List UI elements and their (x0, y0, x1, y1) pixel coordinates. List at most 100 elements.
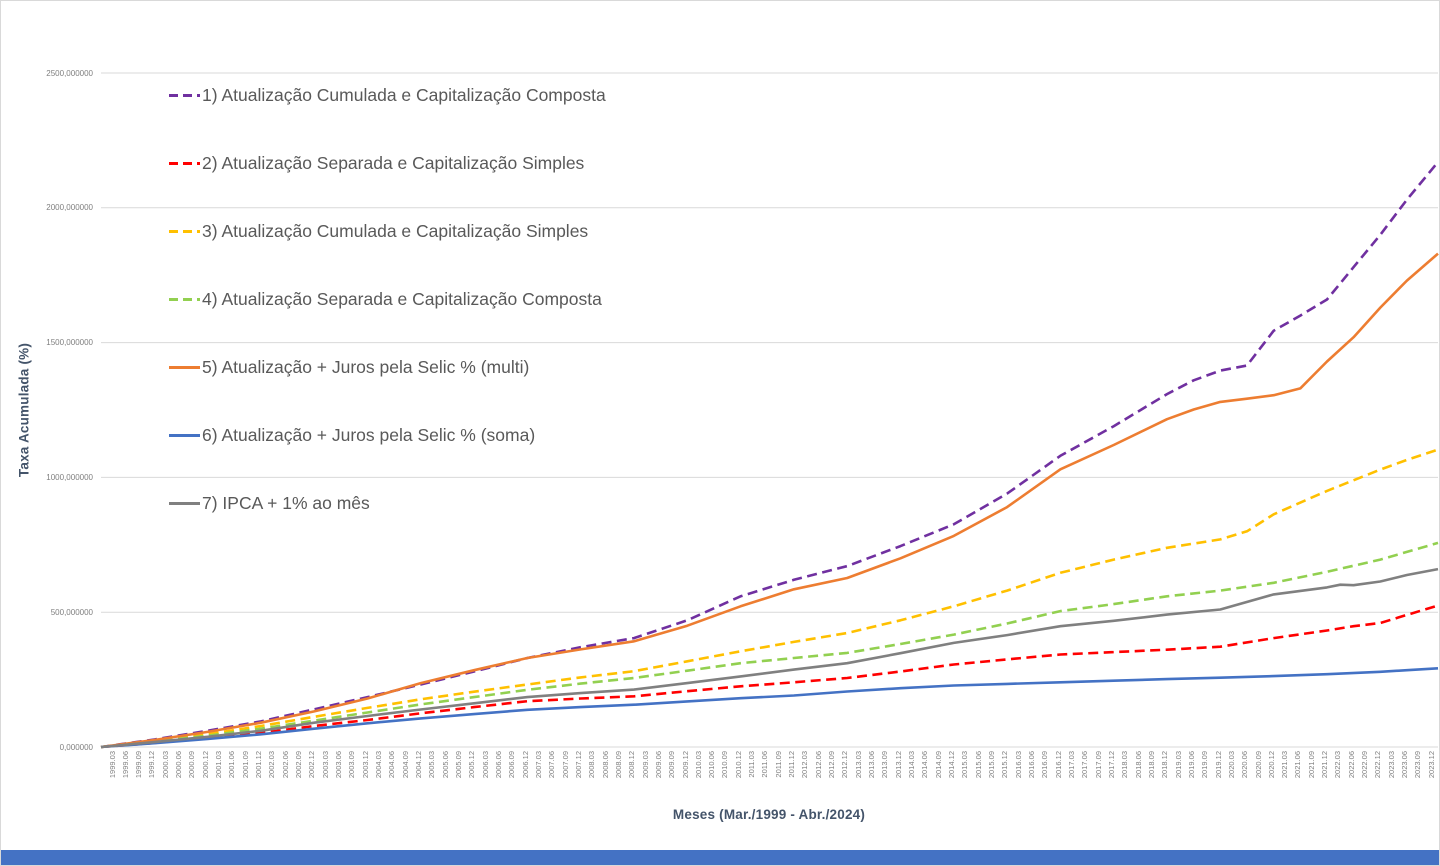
x-tick-label: 2016.12 (1053, 751, 1063, 779)
x-tick-label: 2017.03 (1066, 751, 1076, 779)
legend-line-sample (169, 365, 200, 369)
x-tick-label: 2022.09 (1360, 751, 1370, 779)
x-tick-label: 2018.12 (1160, 751, 1170, 779)
x-tick-label: 2020.06 (1240, 751, 1250, 779)
x-tick-label: 2006.06 (493, 751, 503, 779)
legend-label: 4) Atualização Separada e Capitalização … (202, 288, 602, 309)
x-tick-label: 2022.03 (1333, 751, 1343, 779)
x-tick-label: 2013.06 (867, 751, 877, 779)
x-tick-label: 2017.06 (1080, 751, 1090, 779)
x-tick-label: 2013.12 (893, 751, 903, 779)
series-line-6 (100, 667, 1439, 749)
x-tick-label: 2004.06 (387, 751, 397, 779)
y-tick-label: 500,000000 (50, 607, 93, 617)
x-tick-label: 2002.12 (307, 751, 317, 779)
x-tick-label: 2014.06 (920, 751, 930, 779)
y-tick-label: 2500,000000 (46, 68, 93, 78)
x-tick-label: 2009.12 (680, 751, 690, 779)
x-tick-label: 2008.03 (587, 751, 597, 779)
x-tick-label: 2015.03 (960, 751, 970, 779)
x-tick-label: 2006.12 (520, 751, 530, 779)
legend-line-sample (169, 501, 200, 505)
x-tick-label: 2016.03 (1013, 751, 1023, 779)
x-tick-label: 2005.09 (453, 751, 463, 779)
x-tick-label: 2010.09 (720, 751, 730, 779)
x-tick-label: 2023.06 (1400, 751, 1410, 779)
legend-line-sample (169, 93, 200, 97)
x-tick-label: 2000.06 (174, 751, 184, 779)
x-tick-label: 2019.09 (1200, 751, 1210, 779)
x-tick-label: 2009.06 (653, 751, 663, 779)
x-tick-label: 2019.06 (1186, 751, 1196, 779)
x-tick-label: 2015.09 (986, 751, 996, 779)
x-tick-label: 2017.09 (1093, 751, 1103, 779)
x-tick-label: 2005.12 (467, 751, 477, 779)
x-tick-label: 2008.06 (600, 751, 610, 779)
legend-label: 3) Atualização Cumulada e Capitalização … (202, 220, 589, 241)
x-tick-label: 2007.06 (547, 751, 557, 779)
x-tick-label: 2003.09 (347, 751, 357, 779)
series-line-5 (100, 252, 1439, 749)
x-tick-label: 2010.03 (693, 751, 703, 779)
legend-label: 6) Atualização + Juros pela Selic % (som… (202, 424, 536, 445)
x-tick-label: 2016.09 (1040, 751, 1050, 779)
x-tick-label: 2019.03 (1173, 751, 1183, 779)
x-tick-label: 2005.06 (440, 751, 450, 779)
x-tick-label: 2015.06 (973, 751, 983, 779)
x-tick-label: 2019.12 (1213, 751, 1223, 779)
x-tick-label: 2012.03 (800, 751, 810, 779)
x-tick-label: 2000.03 (160, 751, 170, 779)
x-tick-label: 2003.06 (334, 751, 344, 779)
x-tick-label: 2002.06 (280, 751, 290, 779)
x-tick-label: 2021.09 (1306, 751, 1316, 779)
legend-item-3: 3) Atualização Cumulada e Capitalização … (169, 197, 606, 265)
series-line-1 (100, 161, 1439, 749)
legend-item-7: 7) IPCA + 1% ao mês (169, 469, 606, 537)
x-tick-label: 1999.06 (120, 751, 130, 779)
legend-line-sample (169, 297, 200, 301)
x-tick-label: 2011.12 (787, 751, 797, 778)
x-tick-label: 2022.12 (1373, 751, 1383, 779)
x-tick-label: 2012.06 (813, 751, 823, 779)
x-tick-label: 2017.12 (1106, 751, 1116, 779)
legend-label: 7) IPCA + 1% ao mês (202, 492, 370, 513)
x-tick-label: 2009.03 (640, 751, 650, 779)
x-tick-label: 1999.12 (147, 751, 157, 779)
x-tick-label: 2007.09 (560, 751, 570, 779)
x-tick-label: 2015.12 (1000, 751, 1010, 779)
x-tick-label: 2010.06 (707, 751, 717, 779)
x-tick-label: 2018.06 (1133, 751, 1143, 779)
x-tick-label: 2001.12 (254, 751, 264, 779)
legend-item-1: 1) Atualização Cumulada e Capitalização … (169, 61, 606, 129)
footer-accent-bar (1, 850, 1439, 865)
x-tick-label: 2013.09 (880, 751, 890, 779)
x-tick-label: 2011.03 (747, 751, 757, 778)
legend-label: 2) Atualização Separada e Capitalização … (202, 152, 585, 173)
x-tick-label: 2006.03 (480, 751, 490, 779)
x-tick-label: 2001.09 (240, 751, 250, 779)
x-tick-label: 2014.09 (933, 751, 943, 779)
chart-plot-svg (100, 72, 1439, 749)
series-line-3 (100, 448, 1439, 749)
x-tick-label: 2008.09 (613, 751, 623, 779)
x-tick-label: 2016.06 (1026, 751, 1036, 779)
x-tick-label: 2001.06 (227, 751, 237, 779)
legend-label: 1) Atualização Cumulada e Capitalização … (202, 84, 606, 105)
x-tick-label: 2020.09 (1253, 751, 1263, 779)
x-tick-label: 2018.09 (1146, 751, 1156, 779)
x-tick-label: 2012.09 (827, 751, 837, 779)
x-tick-label: 2020.03 (1226, 751, 1236, 779)
legend-line-sample (169, 229, 200, 233)
x-tick-label: 2006.09 (507, 751, 517, 779)
y-tick-label: 2000,000000 (46, 203, 93, 213)
y-tick-label: 1500,000000 (46, 338, 93, 348)
x-tick-label: 2002.09 (294, 751, 304, 779)
plot-area (100, 72, 1439, 749)
x-tick-label: 2011.06 (760, 751, 770, 778)
x-tick-label: 1999.09 (134, 751, 144, 779)
x-tick-label: 2004.09 (400, 751, 410, 779)
legend-item-6: 6) Atualização + Juros pela Selic % (som… (169, 401, 606, 469)
x-tick-label: 2000.09 (187, 751, 197, 779)
x-tick-label: 2008.12 (627, 751, 637, 779)
